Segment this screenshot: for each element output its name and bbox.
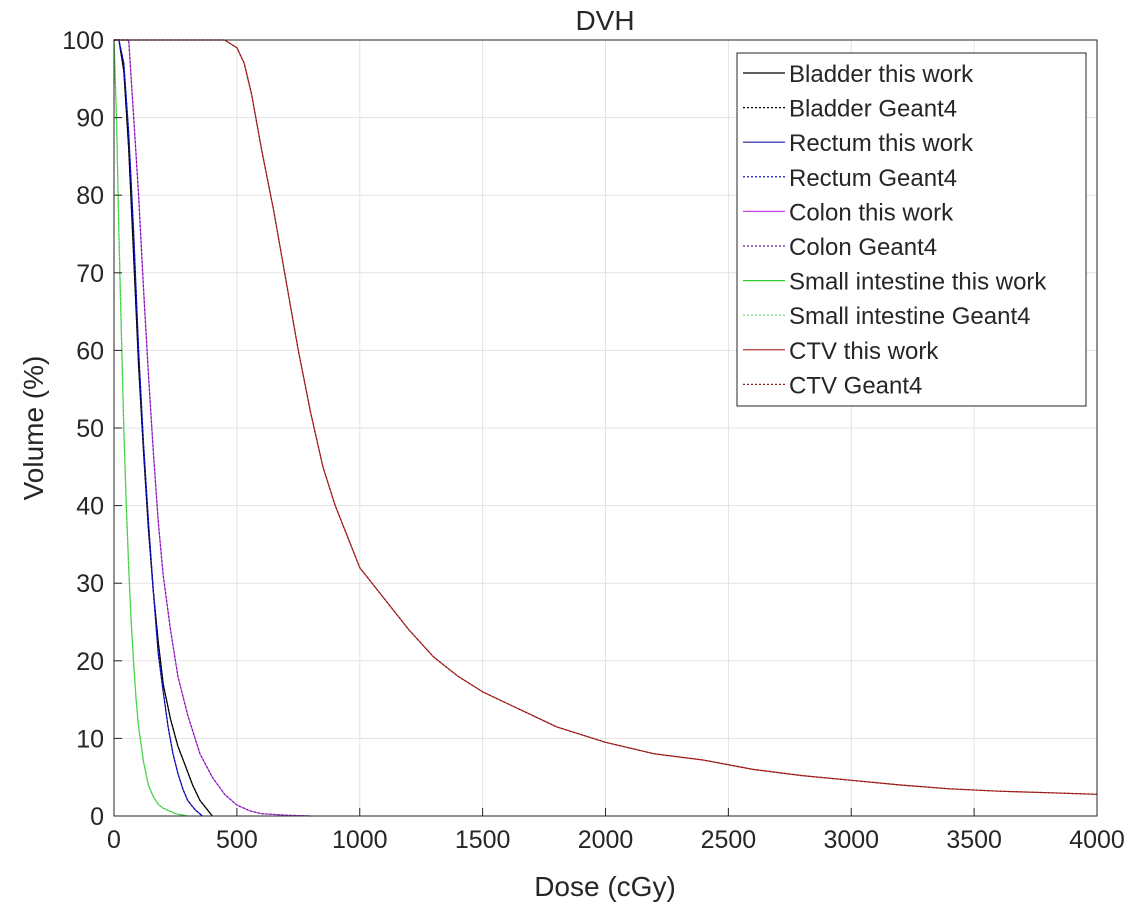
y-tick-label: 90 — [76, 105, 104, 133]
x-tick-label: 2500 — [701, 826, 757, 854]
series-line-5 — [114, 39, 311, 817]
axis-ticks: 0 500 1000 1500 2000 2500 3000 3500 4000 0 10 20 30 4… — [62, 27, 1125, 854]
y-axis-label: Volume (%) — [18, 356, 49, 501]
y-tick-label: 10 — [76, 725, 104, 753]
series-line-9 — [114, 39, 1098, 795]
x-tick-label: 1000 — [332, 826, 388, 854]
grid-lines — [114, 40, 1097, 816]
y-tick-label: 50 — [76, 415, 104, 443]
x-tick-label: 3500 — [946, 826, 1002, 854]
legend-label: Colon this work — [789, 199, 954, 226]
y-tick-label: 70 — [76, 260, 104, 288]
legend-label: CTV Geant4 — [789, 372, 922, 399]
x-tick-label: 2000 — [578, 826, 634, 854]
x-axis-label: Dose (cGy) — [534, 871, 676, 902]
legend: Bladder this work Bladder Geant4 Rectum th… — [736, 52, 1087, 407]
chart-title: DVH — [575, 5, 634, 36]
legend-label: Colon Geant4 — [789, 234, 937, 261]
y-tick-label: 30 — [76, 570, 104, 598]
x-tick-label: 1500 — [455, 826, 511, 854]
y-tick-label: 20 — [76, 648, 104, 676]
y-tick-label: 40 — [76, 493, 104, 521]
legend-label: Small intestine Geant4 — [789, 303, 1030, 330]
y-tick-label: 100 — [62, 27, 104, 55]
legend-label: Small intestine this work — [789, 269, 1047, 296]
y-tick-label: 60 — [76, 337, 104, 365]
x-tick-label: 0 — [107, 826, 121, 854]
legend-label: Rectum this work — [789, 130, 974, 157]
y-tick-label: 0 — [90, 803, 104, 831]
legend-label: Bladder this work — [789, 61, 974, 88]
x-tick-label: 500 — [216, 826, 258, 854]
series-line-3 — [114, 39, 203, 817]
series-line-7 — [113, 39, 188, 817]
series-line-1 — [114, 39, 213, 817]
y-tick-label: 80 — [76, 182, 104, 210]
series-lines — [113, 39, 1098, 817]
x-tick-label: 4000 — [1069, 826, 1125, 854]
legend-label: Bladder Geant4 — [789, 96, 957, 123]
legend-label: Rectum Geant4 — [789, 165, 957, 192]
legend-box — [736, 52, 1087, 407]
legend-label: CTV this work — [789, 338, 939, 365]
x-tick-label: 3000 — [823, 826, 879, 854]
